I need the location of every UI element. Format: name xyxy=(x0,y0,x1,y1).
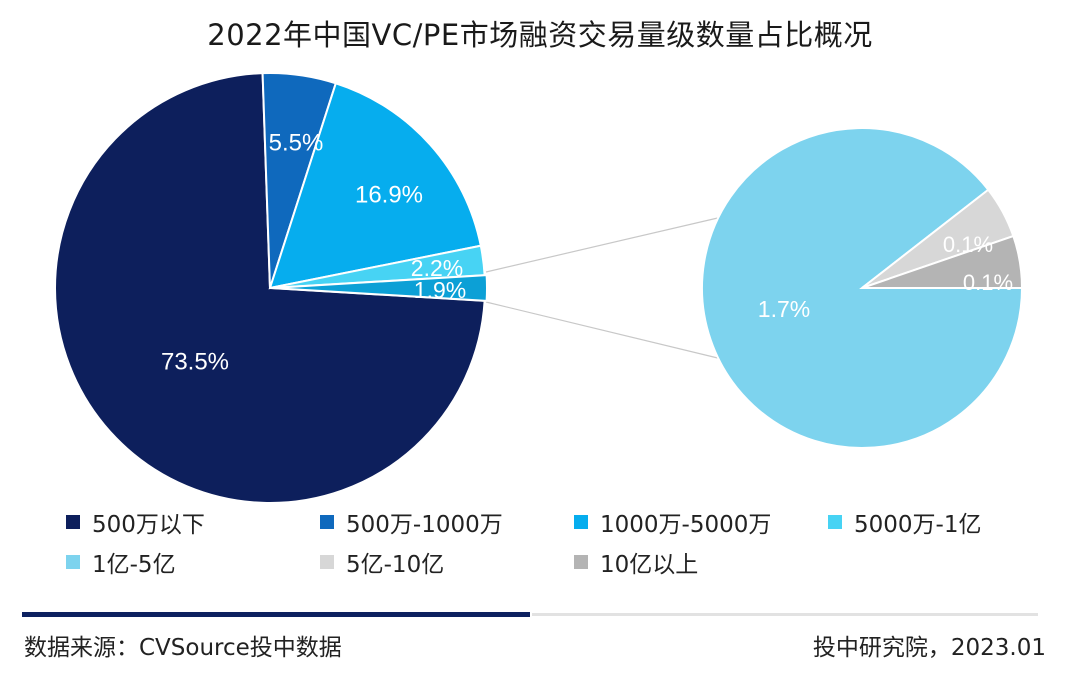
secondary-slice-label-2: 0.1% xyxy=(963,270,1013,295)
main-slice-label-3: 2.2% xyxy=(411,255,463,281)
credit-note: 投中研究院，2023.01 xyxy=(812,635,1046,661)
main-slice-label-4: 1.9% xyxy=(414,277,466,303)
legend-label-0: 500万以下 xyxy=(92,512,205,538)
legend-label-4: 1亿-5亿 xyxy=(92,552,176,578)
main-pie xyxy=(54,72,489,504)
footer-rule-light xyxy=(532,613,1038,616)
connector-line-bottom xyxy=(485,301,719,359)
chart-title: 2022年中国VC/PE市场融资交易量级数量占比概况 xyxy=(207,18,873,52)
source-note: 数据来源：CVSource投中数据 xyxy=(24,635,342,661)
main-slice-label-2: 16.9% xyxy=(355,181,423,208)
legend-swatch-1 xyxy=(320,515,334,529)
main-slice-2 xyxy=(268,82,482,290)
legend-swatch-4 xyxy=(66,555,80,569)
legend-swatch-3 xyxy=(828,515,842,529)
legend-item-0: 500万以下 xyxy=(66,506,205,538)
legend-label-3: 5000万-1亿 xyxy=(854,512,982,538)
legend-item-3: 5000万-1亿 xyxy=(828,506,981,538)
legend-item-5: 5亿-10亿 xyxy=(320,546,444,578)
secondary-slice-label-1: 0.1% xyxy=(943,232,993,257)
secondary-pie xyxy=(701,127,1024,450)
legend-item-6: 10亿以上 xyxy=(574,546,698,578)
legend-label-6: 10亿以上 xyxy=(600,552,699,578)
legend-item-2: 1000万-5000万 xyxy=(574,506,771,538)
legend-swatch-6 xyxy=(574,555,588,569)
main-slice-label-0: 73.5% xyxy=(161,348,229,375)
slice-labels: 73.5% 5.5% 16.9% 2.2%1.9% 1.7% 0.1% 0.1% xyxy=(161,129,1013,375)
legend-label-5: 5亿-10亿 xyxy=(346,552,445,578)
legend-label-2: 1000万-5000万 xyxy=(600,512,772,538)
legend-label-1: 500万-1000万 xyxy=(346,512,503,538)
secondary-slice-2 xyxy=(861,234,1024,289)
main-slice-4 xyxy=(271,274,489,302)
legend-item-4: 1亿-5亿 xyxy=(66,546,176,578)
connector-line-top xyxy=(485,217,719,273)
connector-lines xyxy=(485,217,719,359)
footer-rule-dark xyxy=(22,612,530,617)
legend-swatch-5 xyxy=(320,555,334,569)
main-slice-label-1: 5.5% xyxy=(269,129,324,156)
secondary-slice-label-0: 1.7% xyxy=(758,296,810,322)
legend-swatch-2 xyxy=(574,515,588,529)
legend-swatch-0 xyxy=(66,515,80,529)
legend-item-1: 500万-1000万 xyxy=(320,506,503,538)
